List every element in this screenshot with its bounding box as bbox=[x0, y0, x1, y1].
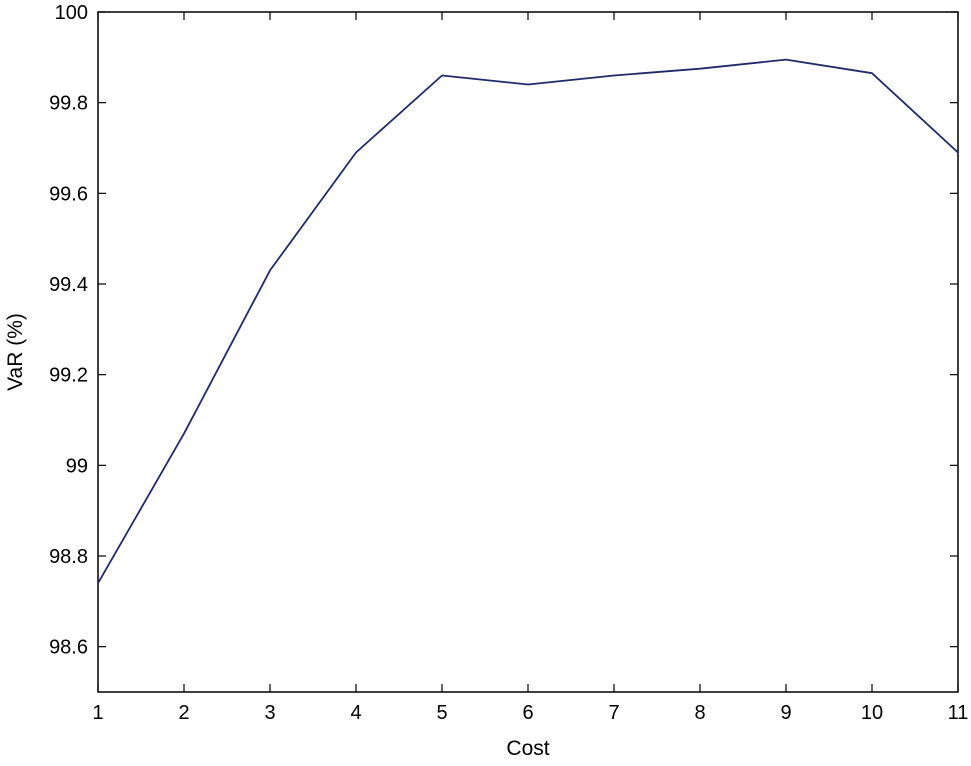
y-tick-label: 100 bbox=[55, 2, 88, 24]
x-tick-label: 9 bbox=[780, 702, 791, 724]
y-axis-label: VaR (%) bbox=[4, 313, 27, 391]
x-tick-label: 3 bbox=[264, 702, 275, 724]
y-tick-label: 99 bbox=[66, 455, 88, 477]
x-tick-label: 7 bbox=[608, 702, 619, 724]
y-tick-label: 99.2 bbox=[49, 365, 88, 387]
y-tick-label: 99.4 bbox=[49, 274, 88, 296]
x-tick-label: 5 bbox=[436, 702, 447, 724]
y-tick-label: 99.6 bbox=[49, 183, 88, 205]
y-tick-label: 98.8 bbox=[49, 546, 88, 568]
x-tick-label: 1 bbox=[92, 702, 103, 724]
y-tick-label: 98.6 bbox=[49, 637, 88, 659]
x-tick-label: 11 bbox=[948, 702, 969, 724]
x-tick-label: 10 bbox=[861, 702, 883, 724]
x-tick-label: 2 bbox=[178, 702, 189, 724]
x-tick-label: 6 bbox=[522, 702, 533, 724]
x-tick-label: 4 bbox=[350, 702, 361, 724]
y-tick-label: 99.8 bbox=[49, 93, 88, 115]
x-tick-label: 8 bbox=[694, 702, 705, 724]
x-axis-label: Cost bbox=[506, 737, 549, 760]
